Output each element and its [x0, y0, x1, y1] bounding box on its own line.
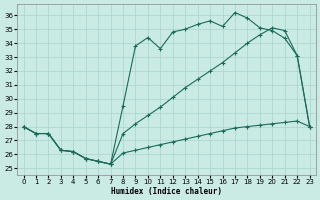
X-axis label: Humidex (Indice chaleur): Humidex (Indice chaleur): [111, 187, 222, 196]
